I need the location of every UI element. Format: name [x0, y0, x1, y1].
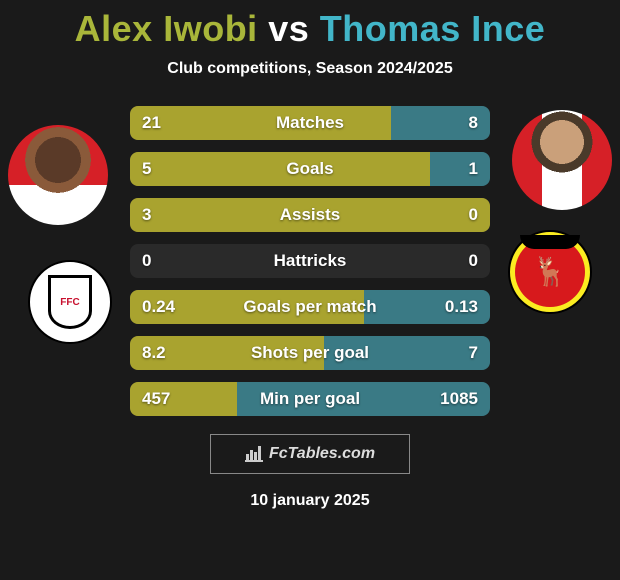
stat-label: Assists [130, 205, 490, 225]
stat-row: 4571085Min per goal [130, 382, 490, 416]
comparison-card: Alex Iwobi vs Thomas Ince Club competiti… [0, 0, 620, 580]
stat-label: Shots per goal [130, 343, 490, 363]
page-title: Alex Iwobi vs Thomas Ince [0, 8, 620, 50]
stat-label: Min per goal [130, 389, 490, 409]
player1-avatar-img [8, 125, 108, 225]
title-player2: Thomas Ince [320, 8, 546, 49]
brand-box: FcTables.com [210, 434, 410, 474]
stat-row: 51Goals [130, 152, 490, 186]
title-player1: Alex Iwobi [75, 8, 258, 49]
club2-inner-icon: 🦌 [515, 237, 585, 307]
stat-label: Goals per match [130, 297, 490, 317]
brand-text: FcTables.com [269, 445, 375, 463]
stats-list: 218Matches 51Goals 30Assists 00Hattricks 0.2… [130, 106, 490, 416]
moose-icon: 🦌 [533, 258, 568, 286]
club1-badge: FFC [28, 260, 112, 344]
stat-row: 30Assists [130, 198, 490, 232]
stat-row: 8.27Shots per goal [130, 336, 490, 370]
stat-row: 218Matches [130, 106, 490, 140]
player2-avatar-img [512, 110, 612, 210]
title-vs: vs [268, 8, 309, 49]
stat-label: Hattricks [130, 251, 490, 271]
player1-avatar [8, 125, 108, 225]
stat-label: Goals [130, 159, 490, 179]
club2-badge: 🦌 [508, 230, 592, 314]
stat-row: 0.240.13Goals per match [130, 290, 490, 324]
player2-avatar [512, 110, 612, 210]
stat-label: Matches [130, 113, 490, 133]
club1-shield-icon: FFC [48, 275, 92, 329]
chart-icon [245, 446, 263, 462]
subtitle: Club competitions, Season 2024/2025 [0, 60, 620, 78]
date-text: 10 january 2025 [0, 492, 620, 510]
stat-row: 00Hattricks [130, 244, 490, 278]
